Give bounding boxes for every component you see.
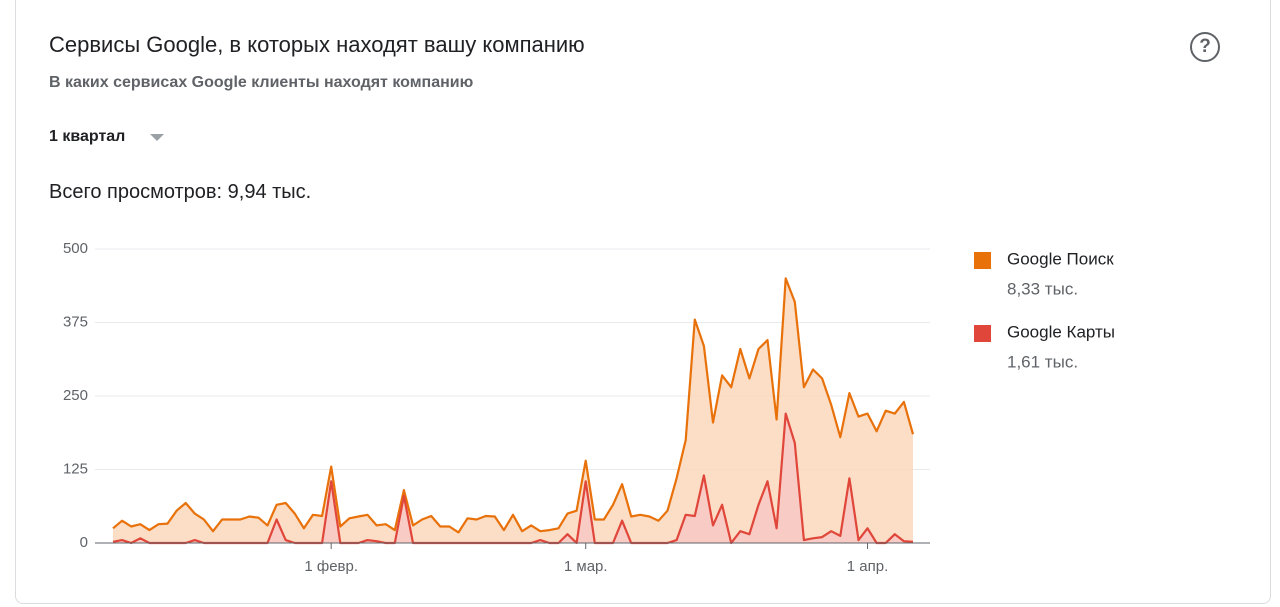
legend-label: Google Карты	[1007, 322, 1115, 341]
x-tick-label: 1 апр.	[847, 558, 888, 575]
y-tick-label: 500	[63, 240, 88, 257]
series-area	[113, 278, 913, 543]
y-tick-label: 125	[63, 460, 88, 477]
period-dropdown[interactable]: 1 квартал	[49, 128, 126, 145]
title: Сервисы Google, в которых находят вашу к…	[49, 32, 585, 57]
x-tick-label: 1 февр.	[304, 558, 358, 575]
subtitle: В каких сервисах Google клиенты находят …	[49, 74, 474, 91]
y-tick-label: 250	[63, 387, 88, 404]
y-tick-label: 0	[80, 534, 88, 551]
legend-total: 8,33 тыс.	[1007, 279, 1078, 298]
legend-swatch	[974, 325, 991, 342]
card	[15, 0, 1271, 604]
legend-total: 1,61 тыс.	[1007, 352, 1078, 371]
x-tick-label: 1 мар.	[564, 558, 608, 575]
y-tick-label: 375	[63, 313, 88, 330]
total-views: Всего просмотров: 9,94 тыс.	[49, 181, 312, 203]
series-line	[112, 277, 915, 534]
legend-swatch	[974, 252, 991, 269]
legend-label: Google Поиск	[1007, 249, 1114, 268]
dropdown-caret[interactable]	[150, 134, 164, 141]
help-icon[interactable]: ?	[1190, 32, 1220, 62]
